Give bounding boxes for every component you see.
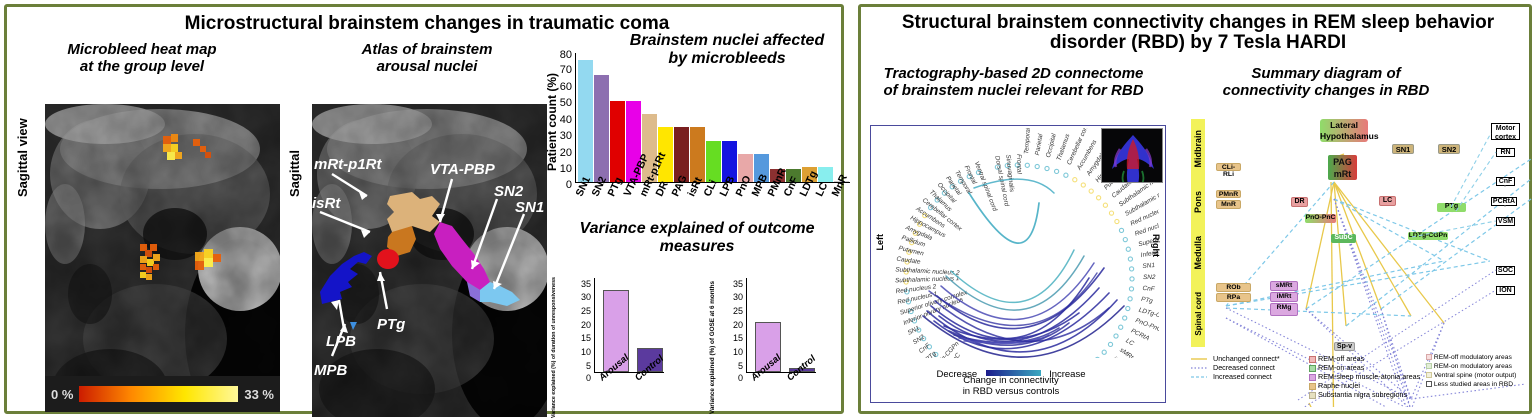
svg-text:LPB: LPB: [326, 333, 356, 350]
svg-text:PTg: PTg: [377, 316, 405, 333]
svg-text:mRt-p1Rt: mRt-p1Rt: [314, 156, 382, 173]
svg-text:SN1: SN1: [1142, 262, 1155, 270]
svg-text:PTg: PTg: [1141, 296, 1154, 305]
svg-text:SN2: SN2: [1143, 274, 1156, 281]
svg-text:Occipital: Occipital: [1045, 132, 1058, 158]
svg-text:Frontal: Frontal: [1015, 154, 1022, 175]
svg-text:LC: LC: [1124, 337, 1135, 347]
svg-text:Parietal: Parietal: [1034, 133, 1045, 156]
svg-text:VTA-PBP: VTA-PBP: [430, 161, 496, 178]
svg-text:MPB: MPB: [314, 362, 348, 379]
svg-text:SN1: SN1: [515, 199, 544, 216]
svg-text:isRt: isRt: [312, 195, 341, 212]
svg-text:CnF: CnF: [1142, 285, 1156, 293]
svg-text:Temporal: Temporal: [1023, 128, 1032, 154]
svg-text:SN2: SN2: [494, 183, 524, 200]
svg-text:Caudate: Caudate: [896, 256, 921, 266]
svg-text:sMRt: sMRt: [1118, 347, 1134, 358]
